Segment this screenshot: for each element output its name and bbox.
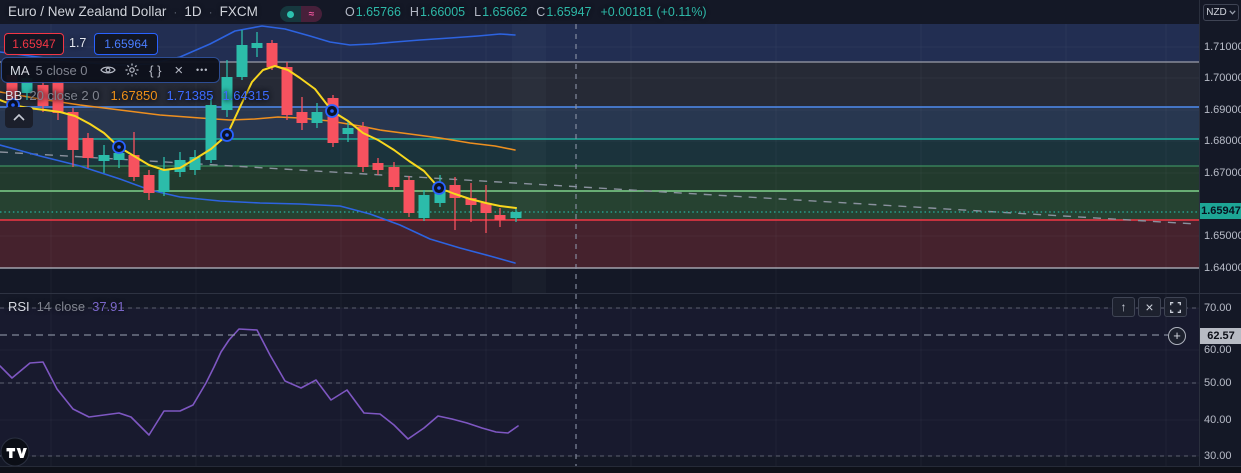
price-zones bbox=[0, 24, 1199, 268]
ohlc-item: C1.65947 bbox=[536, 5, 592, 19]
ma-params: 5 close 0 bbox=[35, 62, 88, 78]
ohlc-item: H1.66005 bbox=[409, 5, 466, 19]
market-status-icon: ≈ bbox=[301, 6, 322, 22]
rsi-pane-toolbar: ↑ × bbox=[1112, 297, 1187, 317]
axis-tick-label: 1.71000 bbox=[1204, 41, 1241, 53]
symbol-header: Euro / New Zealand Dollar · 1D · FXCM bbox=[8, 4, 258, 19]
source-code-icon[interactable]: { } bbox=[149, 62, 162, 78]
bb-indicator-legend[interactable]: BB 20 close 2 0 1.67850 1.71385 1.64315 bbox=[5, 88, 269, 103]
tradingview-logo[interactable] bbox=[0, 437, 31, 468]
pane-separator[interactable] bbox=[0, 293, 1241, 294]
bb-upper-value: 1.71385 bbox=[166, 88, 214, 103]
separator-dot: · bbox=[173, 4, 178, 19]
axis-tick-label: 1.70000 bbox=[1204, 72, 1241, 84]
axis-tick-label: 1.69000 bbox=[1204, 104, 1241, 116]
rsi-title: RSI bbox=[8, 299, 30, 314]
axis-tick-label: 70.00 bbox=[1204, 302, 1232, 314]
add-alert-plus-button[interactable]: + bbox=[1168, 327, 1186, 345]
market-status-pill[interactable]: ≈ bbox=[280, 6, 322, 22]
price-alert-badge-blue[interactable]: 1.65964 bbox=[94, 33, 158, 55]
remove-indicator-icon[interactable]: × bbox=[174, 61, 184, 79]
crosshair-rsi-badge: 62.57 bbox=[1200, 328, 1241, 344]
axis-tick-label: 1.67000 bbox=[1204, 167, 1241, 179]
ma-title: MA bbox=[10, 62, 30, 78]
price-level-label: 1.7 bbox=[69, 36, 87, 50]
price-change: +0.00181 (+0.11%) bbox=[600, 5, 707, 19]
ohlc-items: O1.65766 H1.66005 L1.65662 C1.65947 bbox=[345, 5, 592, 19]
ohlc-item: O1.65766 bbox=[345, 5, 401, 19]
maximize-pane-button[interactable] bbox=[1164, 297, 1187, 317]
price-axis[interactable]: NZD 1.71000 1.70000 1.69000 1.68000 1.67000 1… bbox=[1199, 0, 1241, 473]
bb-title: BB bbox=[5, 88, 23, 103]
ohlc-values: O1.65766 H1.66005 L1.65662 C1.65947 +0.0018… bbox=[345, 5, 707, 19]
market-open-dot-icon bbox=[280, 6, 301, 22]
axis-tick-label: 50.00 bbox=[1204, 377, 1232, 389]
axis-tick-label: 60.00 bbox=[1204, 344, 1232, 356]
axis-tick-label: 1.65000 bbox=[1204, 230, 1241, 242]
rsi-indicator-legend[interactable]: RSI 14 close 37.91 bbox=[8, 299, 125, 314]
bb-lower-value: 1.64315 bbox=[222, 88, 270, 103]
symbol-title[interactable]: Euro / New Zealand Dollar bbox=[8, 4, 167, 19]
exchange-label[interactable]: FXCM bbox=[219, 4, 258, 19]
move-pane-up-button[interactable]: ↑ bbox=[1112, 297, 1135, 317]
ohlc-item: L1.65662 bbox=[474, 5, 528, 19]
currency-label: NZD bbox=[1206, 7, 1227, 18]
chevron-down-icon bbox=[1229, 10, 1236, 15]
time-axis-strip[interactable] bbox=[0, 466, 1241, 473]
grid-lines bbox=[0, 24, 1199, 466]
timeframe-label[interactable]: 1D bbox=[184, 4, 202, 19]
axis-tick-label: 30.00 bbox=[1204, 450, 1232, 462]
rsi-line bbox=[0, 328, 519, 440]
last-price-badge: 1.65947 bbox=[1200, 203, 1241, 219]
ma-indicator-legend[interactable]: MA 5 close 0 { } × ••• bbox=[1, 57, 220, 83]
rsi-params: 14 close bbox=[36, 299, 86, 314]
eye-icon[interactable] bbox=[100, 60, 117, 80]
maximize-icon bbox=[1170, 301, 1181, 313]
axis-tick-label: 1.64000 bbox=[1204, 262, 1241, 274]
gear-icon[interactable] bbox=[123, 60, 140, 80]
chevron-up-icon bbox=[13, 114, 25, 121]
ma5-line bbox=[0, 65, 517, 209]
close-pane-button[interactable]: × bbox=[1138, 297, 1161, 317]
axis-tick-label: 40.00 bbox=[1204, 414, 1232, 426]
rsi-band-fill bbox=[0, 308, 1199, 456]
currency-dropdown[interactable]: NZD bbox=[1203, 4, 1239, 21]
bb-basis-value: 1.67850 bbox=[110, 88, 158, 103]
axis-tick-label: 1.68000 bbox=[1204, 135, 1241, 147]
bb-params: 20 close 2 0 bbox=[29, 88, 100, 103]
more-options-icon[interactable]: ••• bbox=[196, 65, 209, 75]
collapse-legend-button[interactable] bbox=[5, 107, 33, 128]
rsi-value: 37.91 bbox=[92, 299, 125, 314]
price-alert-badge-red[interactable]: 1.65947 bbox=[4, 33, 64, 55]
separator-dot: · bbox=[208, 4, 213, 19]
